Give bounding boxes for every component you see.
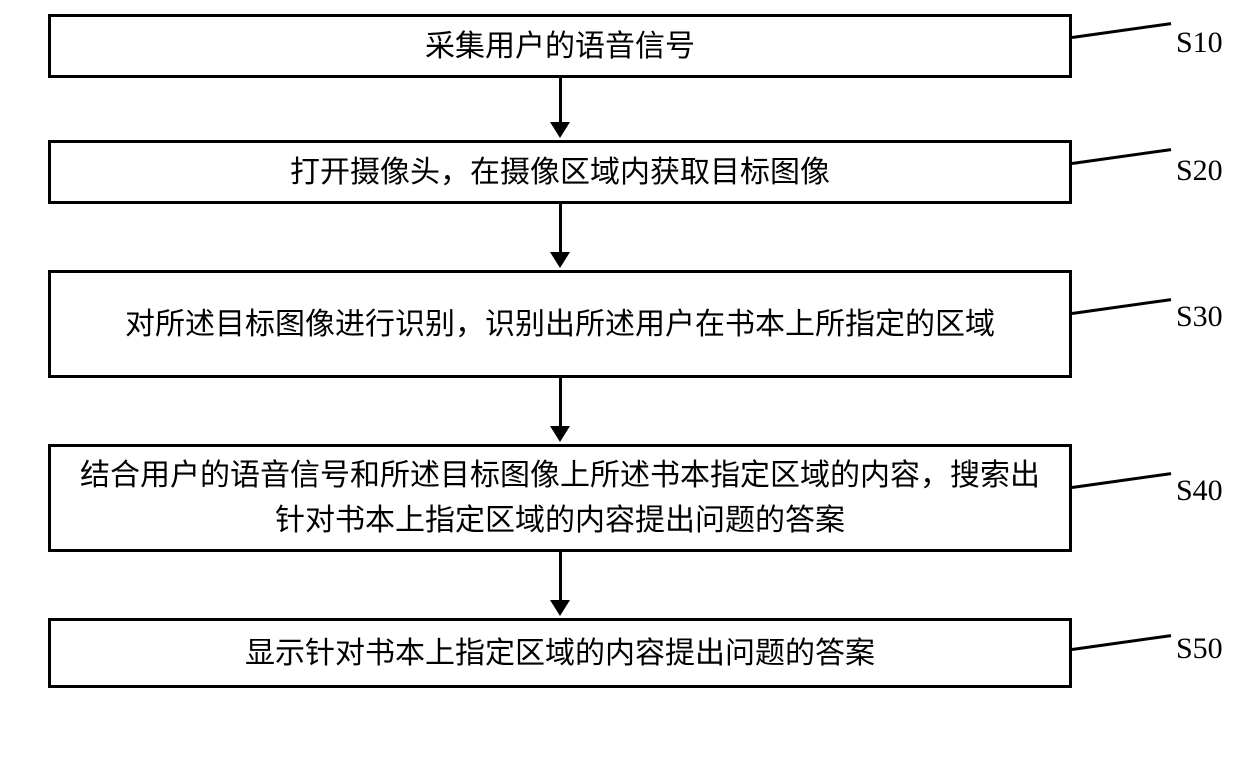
flow-node-s50-text: 显示针对书本上指定区域的内容提出问题的答案 [245, 631, 875, 676]
flow-node-s20-text: 打开摄像头，在摄像区域内获取目标图像 [290, 150, 830, 195]
flow-node-s30: 对所述目标图像进行识别，识别出所述用户在书本上所指定的区域 [48, 270, 1072, 378]
step-label-s40: S40 [1176, 474, 1223, 508]
label-connector-s40 [1072, 472, 1171, 489]
flow-node-s40-text: 结合用户的语音信号和所述目标图像上所述书本指定区域的内容，搜索出针对书本上指定区… [71, 453, 1049, 543]
arrow-head-s10-s20 [550, 122, 570, 138]
label-connector-s10 [1072, 22, 1171, 39]
flow-node-s20: 打开摄像头，在摄像区域内获取目标图像 [48, 140, 1072, 204]
arrow-head-s40-s50 [550, 600, 570, 616]
arrow-s10-s20 [559, 78, 562, 124]
arrow-s30-s40 [559, 378, 562, 426]
arrow-s20-s30 [559, 204, 562, 252]
label-connector-s20 [1072, 148, 1171, 165]
arrow-head-s30-s40 [550, 426, 570, 442]
label-connector-s30 [1072, 298, 1171, 315]
flow-node-s10-text: 采集用户的语音信号 [425, 24, 695, 69]
step-label-s20: S20 [1176, 154, 1223, 188]
flow-node-s50: 显示针对书本上指定区域的内容提出问题的答案 [48, 618, 1072, 688]
flow-node-s30-text: 对所述目标图像进行识别，识别出所述用户在书本上所指定的区域 [125, 302, 995, 347]
arrow-head-s20-s30 [550, 252, 570, 268]
arrow-s40-s50 [559, 552, 562, 600]
step-label-s10: S10 [1176, 26, 1223, 60]
flowchart-container: 采集用户的语音信号 S10 打开摄像头，在摄像区域内获取目标图像 S20 对所述… [0, 0, 1240, 781]
step-label-s30: S30 [1176, 300, 1223, 334]
label-connector-s50 [1072, 634, 1171, 651]
step-label-s50: S50 [1176, 632, 1223, 666]
flow-node-s40: 结合用户的语音信号和所述目标图像上所述书本指定区域的内容，搜索出针对书本上指定区… [48, 444, 1072, 552]
flow-node-s10: 采集用户的语音信号 [48, 14, 1072, 78]
